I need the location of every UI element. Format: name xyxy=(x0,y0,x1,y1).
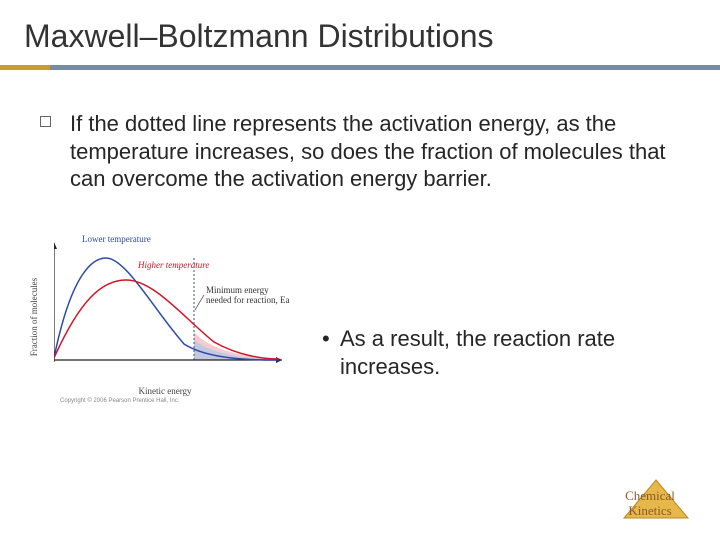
bullet-dot: • xyxy=(322,325,330,353)
second-bullet-text: As a result, the reaction rate increases… xyxy=(340,326,615,379)
ea-label: Minimum energy needed for reaction, Ea xyxy=(206,286,296,306)
main-bullet-block: If the dotted line represents the activa… xyxy=(0,70,720,193)
lower-temp-curve xyxy=(54,258,279,360)
footer-line1: Chemical xyxy=(625,488,675,503)
bullet-marker xyxy=(40,116,51,127)
maxwell-boltzmann-chart: Fraction of molecules Lower temperature … xyxy=(40,232,290,402)
higher-temp-label: Higher temperature xyxy=(138,260,209,270)
footer-line2: Kinetics xyxy=(628,503,671,518)
main-bullet-text: If the dotted line represents the activa… xyxy=(70,111,666,191)
footer-label: Chemical Kinetics xyxy=(610,489,690,518)
chart-x-axis-label: Kinetic energy xyxy=(138,386,191,396)
ea-pointer xyxy=(195,295,204,310)
y-axis-arrow xyxy=(54,242,57,249)
chart-y-axis-label: Fraction of molecules xyxy=(29,278,39,356)
second-bullet-block: • As a result, the reaction rate increas… xyxy=(340,325,680,380)
lower-temp-label: Lower temperature xyxy=(82,234,151,244)
slide-title: Maxwell–Boltzmann Distributions xyxy=(0,0,720,65)
chart-copyright: Copyright © 2006 Pearson Prentice Hall, … xyxy=(60,398,179,404)
